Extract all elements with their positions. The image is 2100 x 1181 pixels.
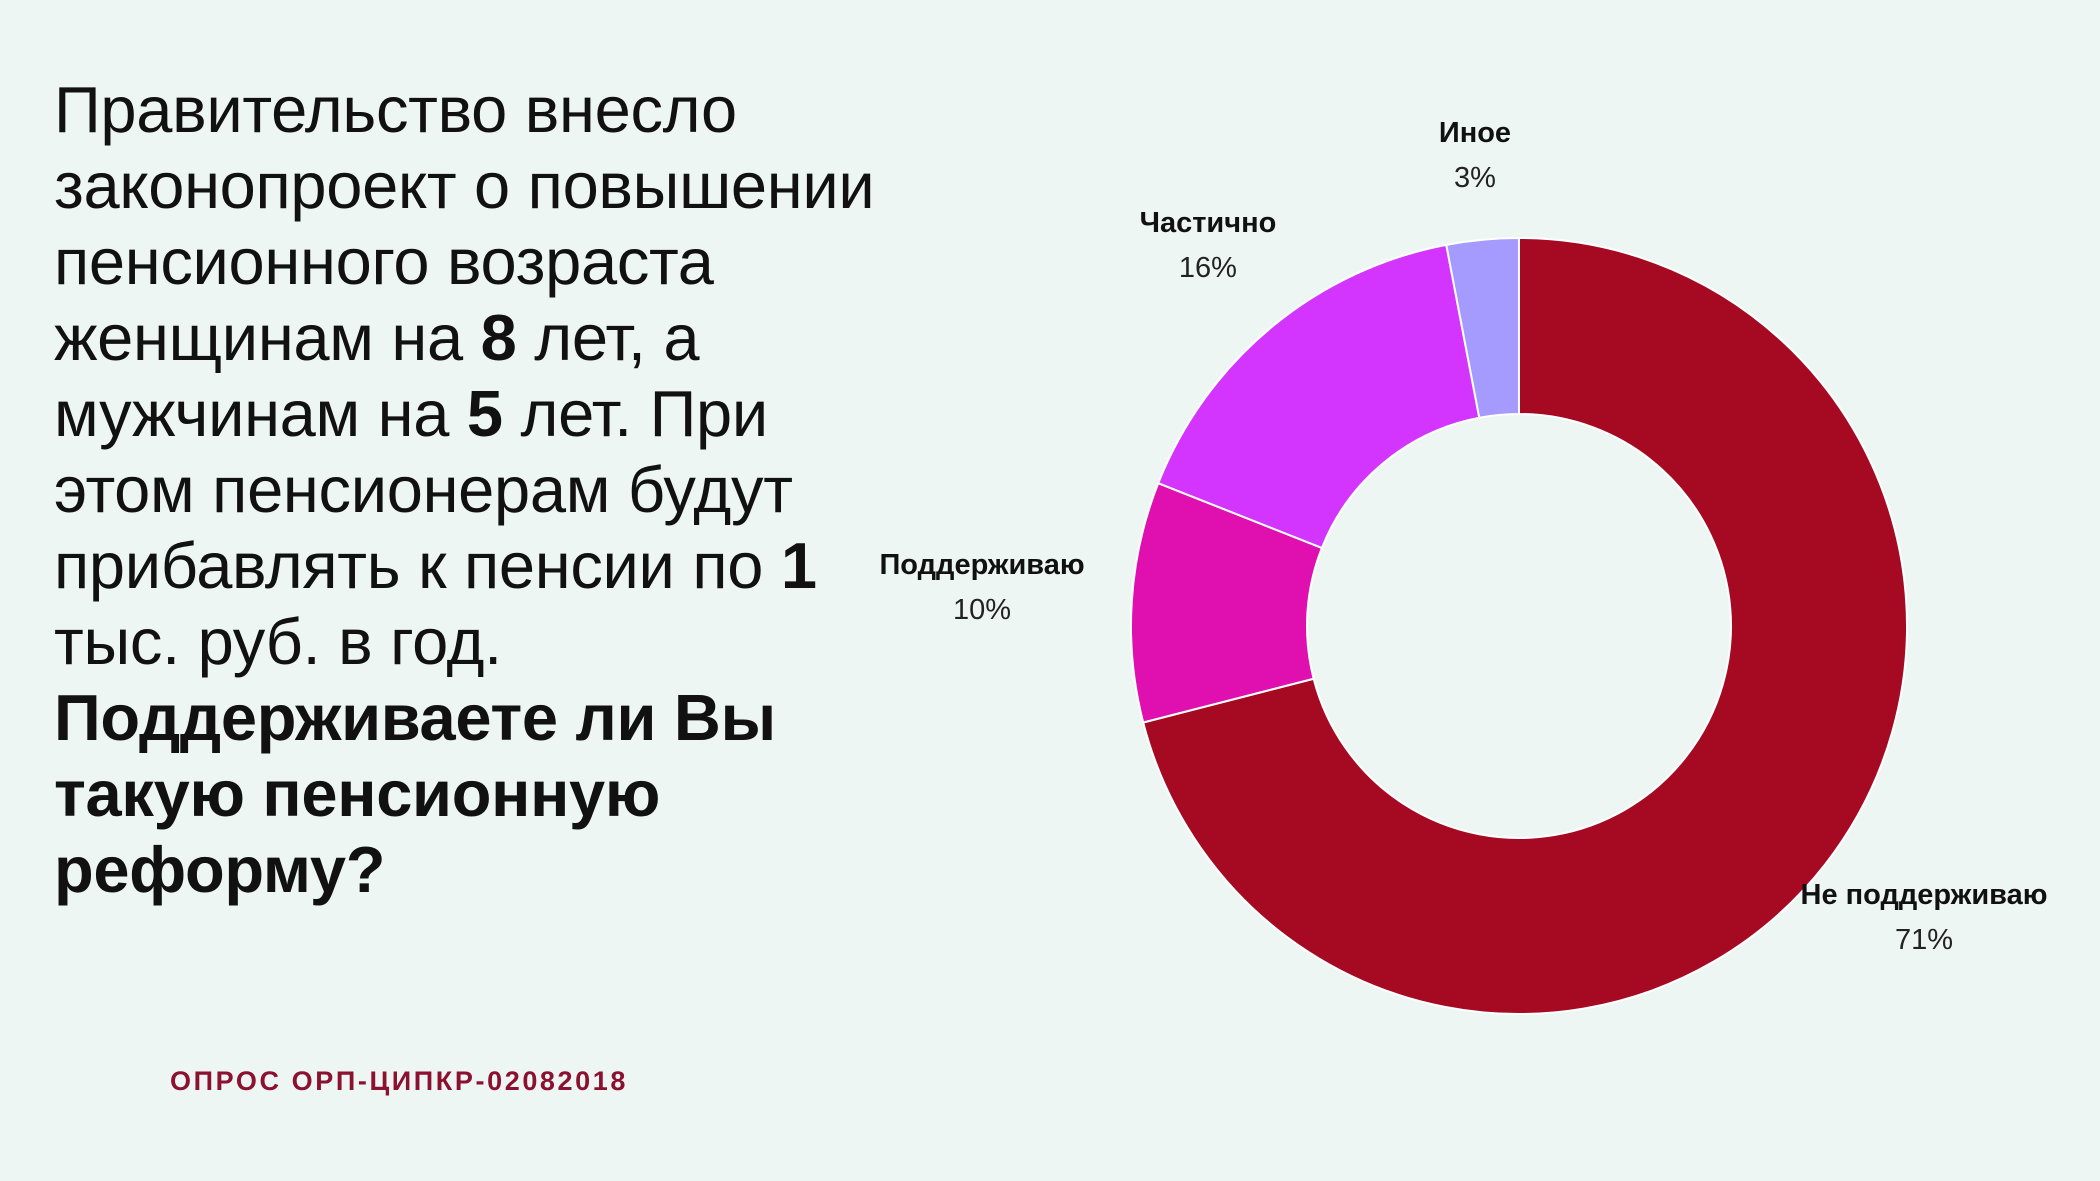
women-years-value: 8 bbox=[480, 301, 517, 374]
survey-source-label: ОПРОС ОРП-ЦИПКР-02082018 bbox=[170, 1066, 629, 1096]
slices-layer bbox=[1130, 236, 1908, 1015]
question-text: Правительство внесло законопроект о повы… bbox=[54, 72, 914, 908]
question-intro-part-4: тыс. руб. в год. bbox=[54, 605, 502, 678]
slice-3-label: Частично bbox=[1140, 207, 1277, 239]
question-intro-part-1: Правительство внесло законопроект о повы… bbox=[54, 73, 875, 374]
slice-3-value: 16% bbox=[1179, 252, 1237, 284]
slice-1-value: 71% bbox=[1895, 924, 1953, 956]
men-years-value: 5 bbox=[466, 377, 503, 450]
slice-2-label: Поддерживаю bbox=[879, 549, 1084, 581]
donut-slice-1 bbox=[1141, 236, 1908, 1015]
donut-slice-3 bbox=[1156, 243, 1481, 550]
slice-4-value: 3% bbox=[1454, 162, 1496, 194]
survey-question: Поддерживаете ли Вы такую пенсионную реф… bbox=[54, 681, 776, 906]
question-intro-part-3: лет. При этом пенсионерам будут прибавля… bbox=[54, 377, 793, 602]
bonus-value: 1 bbox=[780, 529, 817, 602]
slice-1-label: Не поддерживаю bbox=[1801, 879, 2048, 911]
slice-4-label: Иное bbox=[1439, 117, 1511, 149]
question-intro-part-2: лет, а мужчинам на bbox=[54, 301, 700, 450]
donut-slice-4 bbox=[1445, 236, 1520, 419]
labels-layer: Не поддерживаю 71% Поддерживаю 10% Частично 1… bbox=[879, 117, 2047, 956]
slice-2-value: 10% bbox=[953, 594, 1011, 626]
